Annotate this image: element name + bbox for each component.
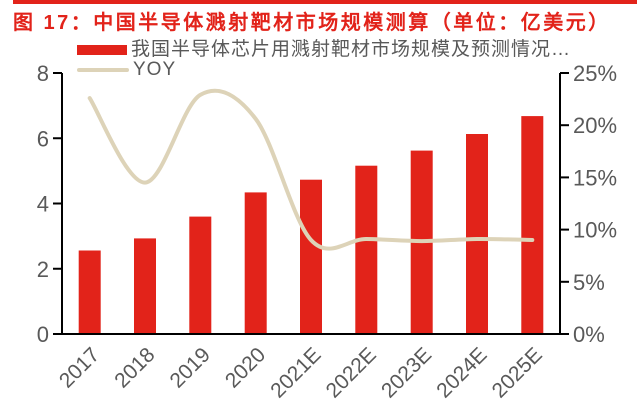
x-axis-label-2017: 2017 [55,343,104,392]
legend-item-market-size[interactable]: 我国半导体芯片用溅射靶材市场规模及预测情况… [77,40,571,60]
yoy-series-label: YOY [133,59,177,80]
right-axis-tick-label: 20% [573,113,617,138]
left-axis-tick-label: 4 [37,192,49,217]
x-axis-label-2023E: 2023E [377,343,436,402]
figure-title: 图 17：中国半导体溅射靶材市场规模测算（单位：亿美元） [13,12,611,34]
yoy-line [87,88,535,251]
x-axis-label-2021E: 2021E [266,343,325,402]
right-axis-tick-label: 15% [573,165,617,190]
bar-series-swatch [77,45,127,55]
right-axis-tick-label: 25% [573,61,617,86]
bar-2018[interactable] [134,238,156,334]
x-axis-label-2020: 2020 [221,343,270,392]
left-axis-tick-label: 0 [37,322,49,347]
bar-2024E[interactable] [466,134,488,334]
left-axis-tick-label: 8 [37,61,49,86]
bar-series-label: 我国半导体芯片用溅射靶材市场规模及预测情况… [131,39,572,60]
top-rule [13,0,637,4]
right-axis-tick-label: 0% [573,322,605,347]
left-axis-tick-label: 2 [37,257,49,282]
x-axis-label-2025E: 2025E [488,343,547,402]
x-axis-label-2018: 2018 [110,343,159,392]
x-axis-label-2024E: 2024E [432,343,491,402]
bar-2019[interactable] [189,216,212,334]
left-axis-tick-label: 6 [37,126,49,151]
legend-item-yoy[interactable]: YOY [77,60,571,80]
bar-2022E[interactable] [355,165,378,334]
x-axis-label-2022E: 2022E [322,343,381,402]
chart-legend: 我国半导体芯片用溅射靶材市场规模及预测情况… YOY [77,40,571,80]
yoy-line-swatch [77,68,129,72]
x-axis-label-2019: 2019 [166,343,215,392]
bar-2021E[interactable] [300,179,322,334]
right-axis-tick-label: 10% [573,218,617,243]
bar-2025E[interactable] [521,116,544,334]
bar-2020[interactable] [244,192,267,334]
right-axis-tick-label: 5% [573,270,605,295]
bar-2017[interactable] [78,250,101,335]
